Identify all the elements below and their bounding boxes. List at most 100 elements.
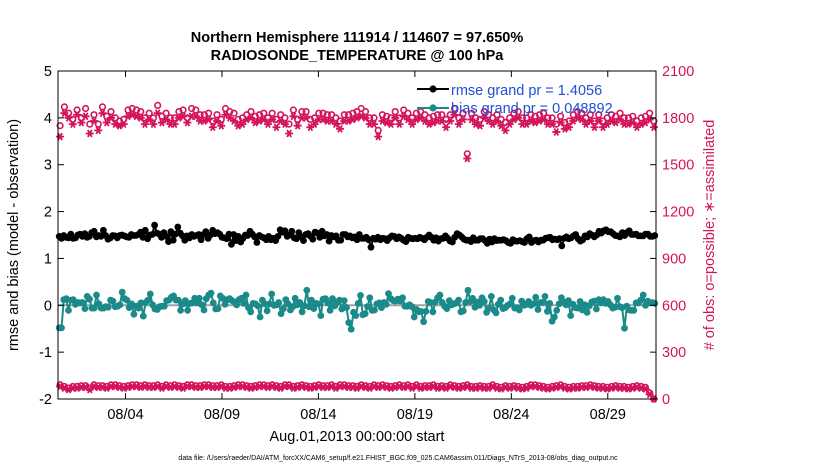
bias-point bbox=[534, 306, 542, 313]
bias-point bbox=[464, 286, 472, 294]
obs-possible-marker bbox=[645, 109, 654, 117]
obs-assimilated-marker bbox=[170, 120, 179, 129]
obs-assimilated-marker bbox=[162, 115, 171, 124]
bias-point bbox=[382, 300, 390, 308]
bias-point bbox=[209, 299, 217, 307]
bias-point bbox=[135, 304, 143, 312]
right-y-axis-label: # of obs: o=possible; ∗=assimilated bbox=[702, 120, 718, 351]
obs-assimilated-marker bbox=[492, 117, 501, 125]
rmse-point bbox=[325, 237, 333, 245]
obs-assimilated-marker bbox=[268, 115, 277, 124]
obs-assimilated-marker bbox=[450, 110, 459, 119]
bias-point bbox=[303, 286, 311, 294]
right-y-tick-label: 600 bbox=[662, 298, 686, 314]
bias-point bbox=[544, 308, 551, 315]
obs-possible-marker bbox=[179, 106, 187, 114]
obs-possible-marker bbox=[73, 106, 81, 114]
obs-assimilated-marker bbox=[179, 112, 188, 121]
obs-assimilated-marker bbox=[68, 120, 77, 129]
bias-point bbox=[308, 296, 315, 304]
bias-point bbox=[310, 305, 318, 312]
obs-assimilated-marker bbox=[263, 120, 272, 129]
obs-assimilated-marker bbox=[403, 115, 412, 124]
obs-assimilated-marker bbox=[102, 118, 111, 127]
bias-point bbox=[263, 307, 271, 315]
bias-point bbox=[291, 294, 299, 302]
obs-possible-marker bbox=[556, 112, 565, 120]
obs-assimilated-marker bbox=[272, 123, 281, 132]
obs-assimilated-marker bbox=[437, 117, 446, 125]
obs-assimilated-marker bbox=[183, 118, 192, 127]
obs-possible-marker bbox=[595, 111, 603, 119]
bias-point bbox=[79, 299, 86, 306]
bias-point bbox=[530, 300, 537, 308]
obs-possible-marker bbox=[319, 109, 327, 117]
bias-point bbox=[366, 294, 374, 302]
obs-possible-marker bbox=[188, 104, 196, 113]
obs-assimilated-marker bbox=[136, 113, 145, 122]
obs-assimilated-marker bbox=[514, 113, 523, 122]
obs-possible-marker bbox=[268, 109, 276, 117]
obs-assimilated-marker bbox=[149, 120, 158, 129]
bias-point bbox=[371, 306, 378, 314]
obs-assimilated-marker bbox=[501, 126, 510, 135]
obs-possible-marker bbox=[81, 104, 90, 113]
bias-point bbox=[417, 308, 425, 315]
bottom-obs-series bbox=[56, 381, 658, 403]
x-tick-label: 08/14 bbox=[300, 407, 336, 423]
bias-point bbox=[637, 296, 645, 304]
right-y-tick-label: 1200 bbox=[662, 205, 694, 221]
rmse-point bbox=[90, 227, 98, 235]
obs-assimilated-marker bbox=[81, 112, 90, 121]
rmse-point bbox=[651, 232, 659, 239]
obs-assimilated-marker bbox=[140, 120, 149, 129]
bias-point bbox=[639, 291, 647, 299]
right-y-tick-label: 1500 bbox=[662, 158, 694, 174]
obs-assimilated-marker bbox=[459, 115, 468, 124]
rmse-point bbox=[169, 236, 177, 244]
bias-point bbox=[410, 313, 418, 321]
obs-possible-marker bbox=[192, 106, 200, 114]
obs-possible-marker bbox=[255, 111, 264, 119]
bias-point bbox=[429, 308, 437, 316]
left-y-tick-label: -2 bbox=[39, 392, 52, 408]
bias-point bbox=[86, 295, 93, 303]
obs-possible-marker bbox=[90, 111, 98, 119]
obs-possible-marker bbox=[463, 150, 471, 158]
rmse-point bbox=[558, 242, 566, 250]
bias-series bbox=[55, 286, 659, 333]
bias-point bbox=[420, 318, 427, 326]
obs-possible-marker bbox=[145, 109, 153, 117]
obs-assimilated-marker bbox=[467, 115, 476, 124]
right-y-axis: 0 300 600 900 1200 1500 1800 2100 bbox=[650, 64, 694, 408]
obs-possible-marker bbox=[298, 107, 306, 116]
bias-point bbox=[352, 312, 360, 319]
legend: rmse grand pr = 1.4056 bias grand pr = 0… bbox=[417, 83, 613, 117]
obs-possible-marker bbox=[361, 107, 370, 116]
obs-assimilated-marker bbox=[77, 118, 86, 127]
bias-point bbox=[487, 293, 495, 300]
bias-point bbox=[422, 308, 430, 315]
obs-possible-marker bbox=[124, 106, 132, 114]
obs-assimilated-marker bbox=[90, 117, 99, 125]
obs-possible-marker bbox=[616, 109, 624, 117]
chart-title-line2: RADIOSONDE_TEMPERATURE @ 100 hPa bbox=[211, 48, 505, 64]
plot-area bbox=[55, 70, 659, 403]
obs-possible-marker bbox=[438, 111, 446, 119]
obs-assimilated-marker bbox=[446, 117, 455, 125]
obs-assimilated-marker bbox=[331, 120, 340, 129]
obs-possible-marker bbox=[467, 109, 476, 117]
obs-possible-marker bbox=[586, 111, 594, 119]
obs-assimilated-marker bbox=[246, 113, 255, 122]
bias-point bbox=[324, 299, 332, 307]
left-y-tick-label: 1 bbox=[44, 251, 52, 267]
bias-point bbox=[233, 301, 241, 309]
bias-point bbox=[532, 293, 540, 301]
left-y-tick-label: -1 bbox=[39, 345, 52, 361]
bias-point bbox=[317, 312, 325, 319]
bias-point bbox=[146, 290, 154, 298]
bias-point bbox=[576, 298, 584, 305]
obs-possible-marker bbox=[629, 112, 637, 120]
obs-assimilated-marker bbox=[586, 117, 595, 125]
obs-possible-marker bbox=[107, 107, 115, 116]
